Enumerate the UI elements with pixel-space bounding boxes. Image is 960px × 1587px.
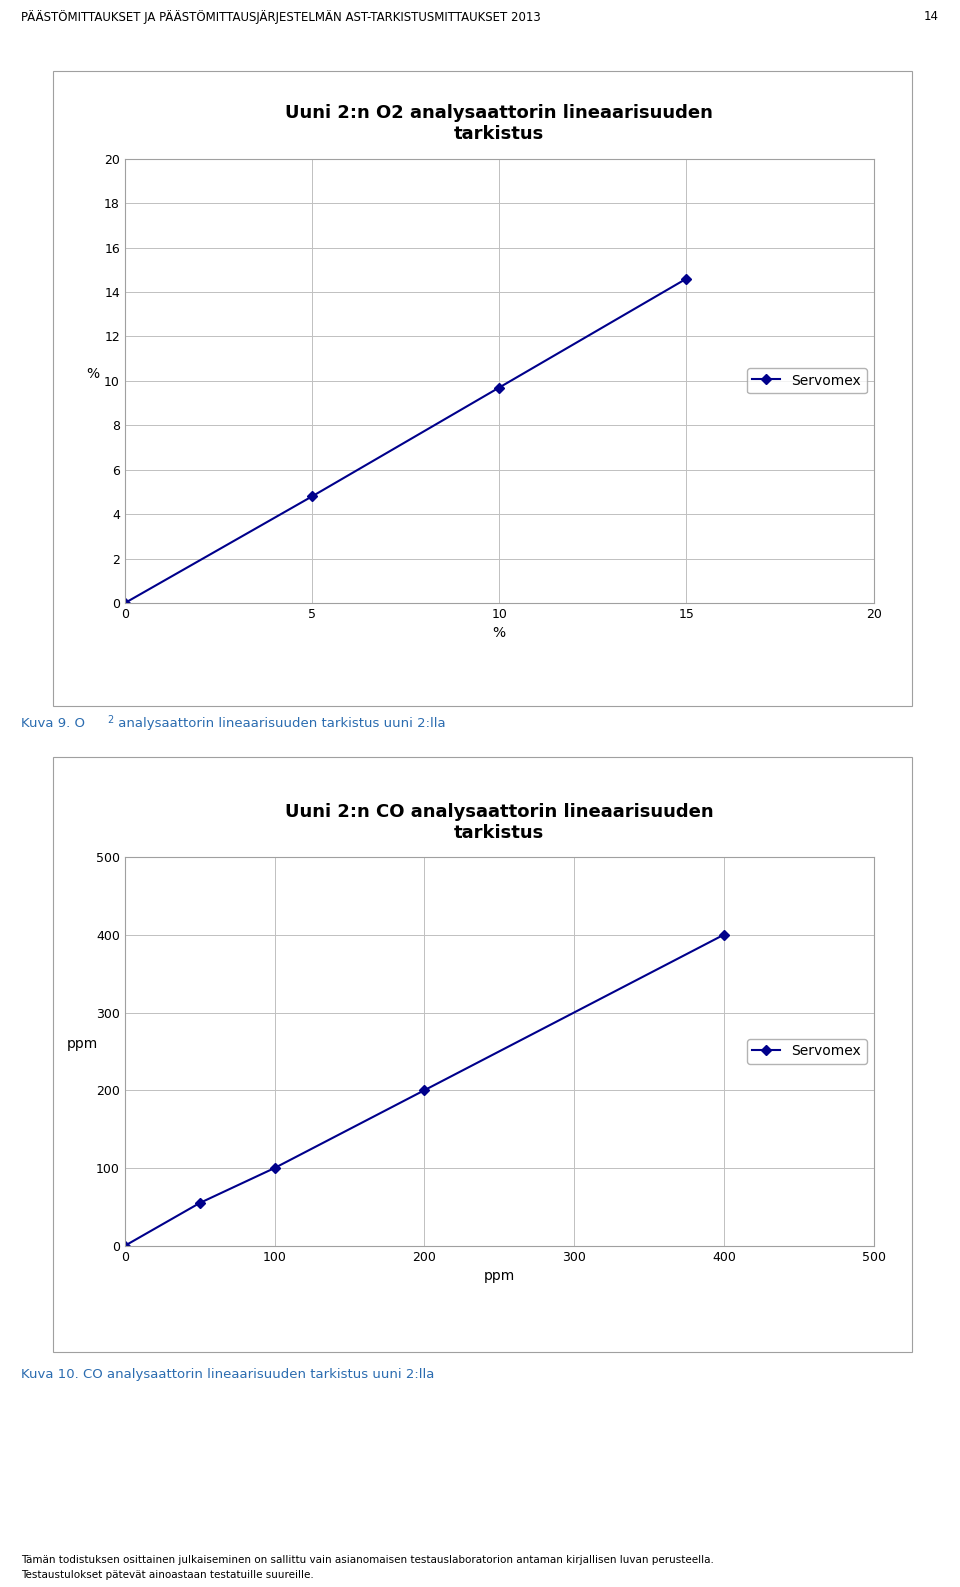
Y-axis label: ppm: ppm <box>66 1038 98 1052</box>
Text: Kuva 10. CO analysaattorin lineaarisuuden tarkistus uuni 2:lla: Kuva 10. CO analysaattorin lineaarisuude… <box>21 1368 435 1381</box>
Text: Testaustulokset pätevät ainoastaan testatuille suureille.: Testaustulokset pätevät ainoastaan testa… <box>21 1570 314 1579</box>
Text: PÄÄSTÖMITTAUKSET JA PÄÄSTÖMITTAUSJÄRJESTELMÄN AST-TARKISTUSMITTAUKSET 2013: PÄÄSTÖMITTAUKSET JA PÄÄSTÖMITTAUSJÄRJEST… <box>21 10 540 24</box>
Text: Kuva 9. O: Kuva 9. O <box>21 717 85 730</box>
Text: analysaattorin lineaarisuuden tarkistus uuni 2:lla: analysaattorin lineaarisuuden tarkistus … <box>114 717 445 730</box>
Legend: Servomex: Servomex <box>747 1039 867 1063</box>
X-axis label: %: % <box>492 627 506 641</box>
Text: Tämän todistuksen osittainen julkaiseminen on sallittu vain asianomaisen testaus: Tämän todistuksen osittainen julkaisemin… <box>21 1555 714 1565</box>
Text: 14: 14 <box>924 10 939 24</box>
Title: Uuni 2:n O2 analysaattorin lineaarisuuden
tarkistus: Uuni 2:n O2 analysaattorin lineaarisuude… <box>285 105 713 143</box>
Legend: Servomex: Servomex <box>747 368 867 394</box>
Text: 2: 2 <box>108 714 113 725</box>
X-axis label: ppm: ppm <box>484 1270 515 1284</box>
Y-axis label: %: % <box>86 367 100 381</box>
Title: Uuni 2:n CO analysaattorin lineaarisuuden
tarkistus: Uuni 2:n CO analysaattorin lineaarisuude… <box>285 803 713 841</box>
